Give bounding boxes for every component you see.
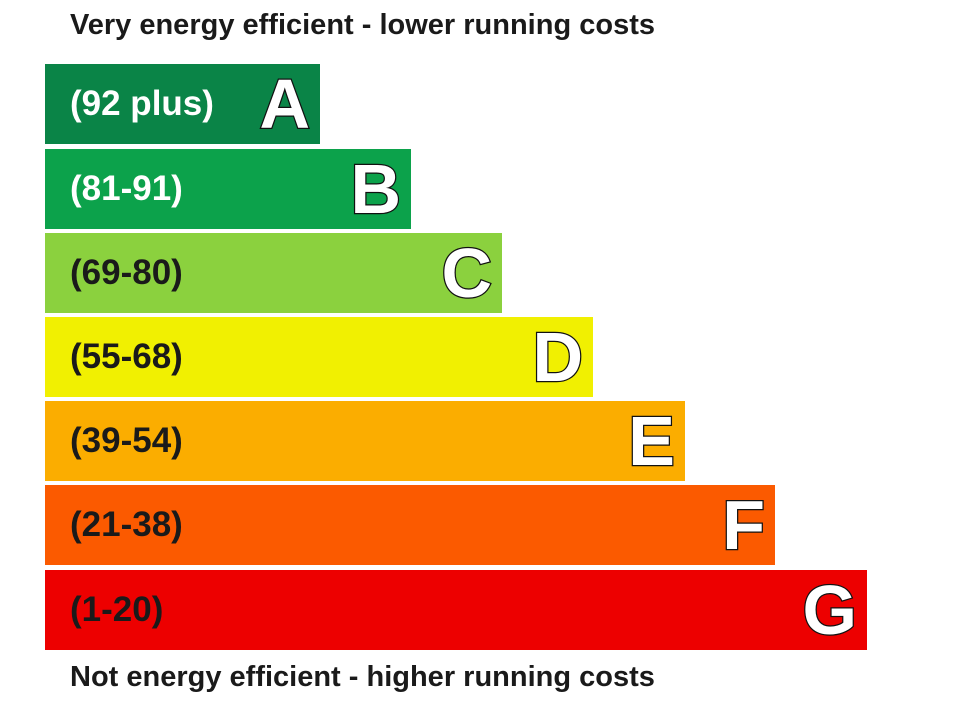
band-e: (39-54) E (45, 401, 685, 481)
band-letter: B (349, 149, 402, 230)
band-range: (81-91) (70, 169, 183, 208)
band-letter: G (801, 570, 858, 651)
band-letter: D (531, 317, 584, 398)
band-range: (39-54) (70, 421, 183, 460)
band-range: (1-20) (70, 590, 164, 629)
band-f: (21-38) F (45, 485, 775, 565)
band-a: (92 plus) A (45, 64, 320, 144)
band-letter: C (440, 233, 493, 314)
band-letter: A (258, 64, 311, 145)
band-range: (21-38) (70, 505, 183, 544)
band-b: (81-91) B (45, 149, 411, 229)
band-range: (69-80) (70, 253, 183, 292)
band-letter: F (721, 485, 766, 566)
band-g: (1-20) G (45, 570, 867, 650)
band-d: (55-68) D (45, 317, 593, 397)
band-range: (92 plus) (70, 84, 214, 123)
band-range: (55-68) (70, 337, 183, 376)
bottom-caption: Not energy efficient - higher running co… (70, 661, 655, 693)
top-caption: Very energy efficient - lower running co… (70, 9, 655, 41)
band-letter: E (627, 401, 676, 482)
band-c: (69-80) C (45, 233, 502, 313)
